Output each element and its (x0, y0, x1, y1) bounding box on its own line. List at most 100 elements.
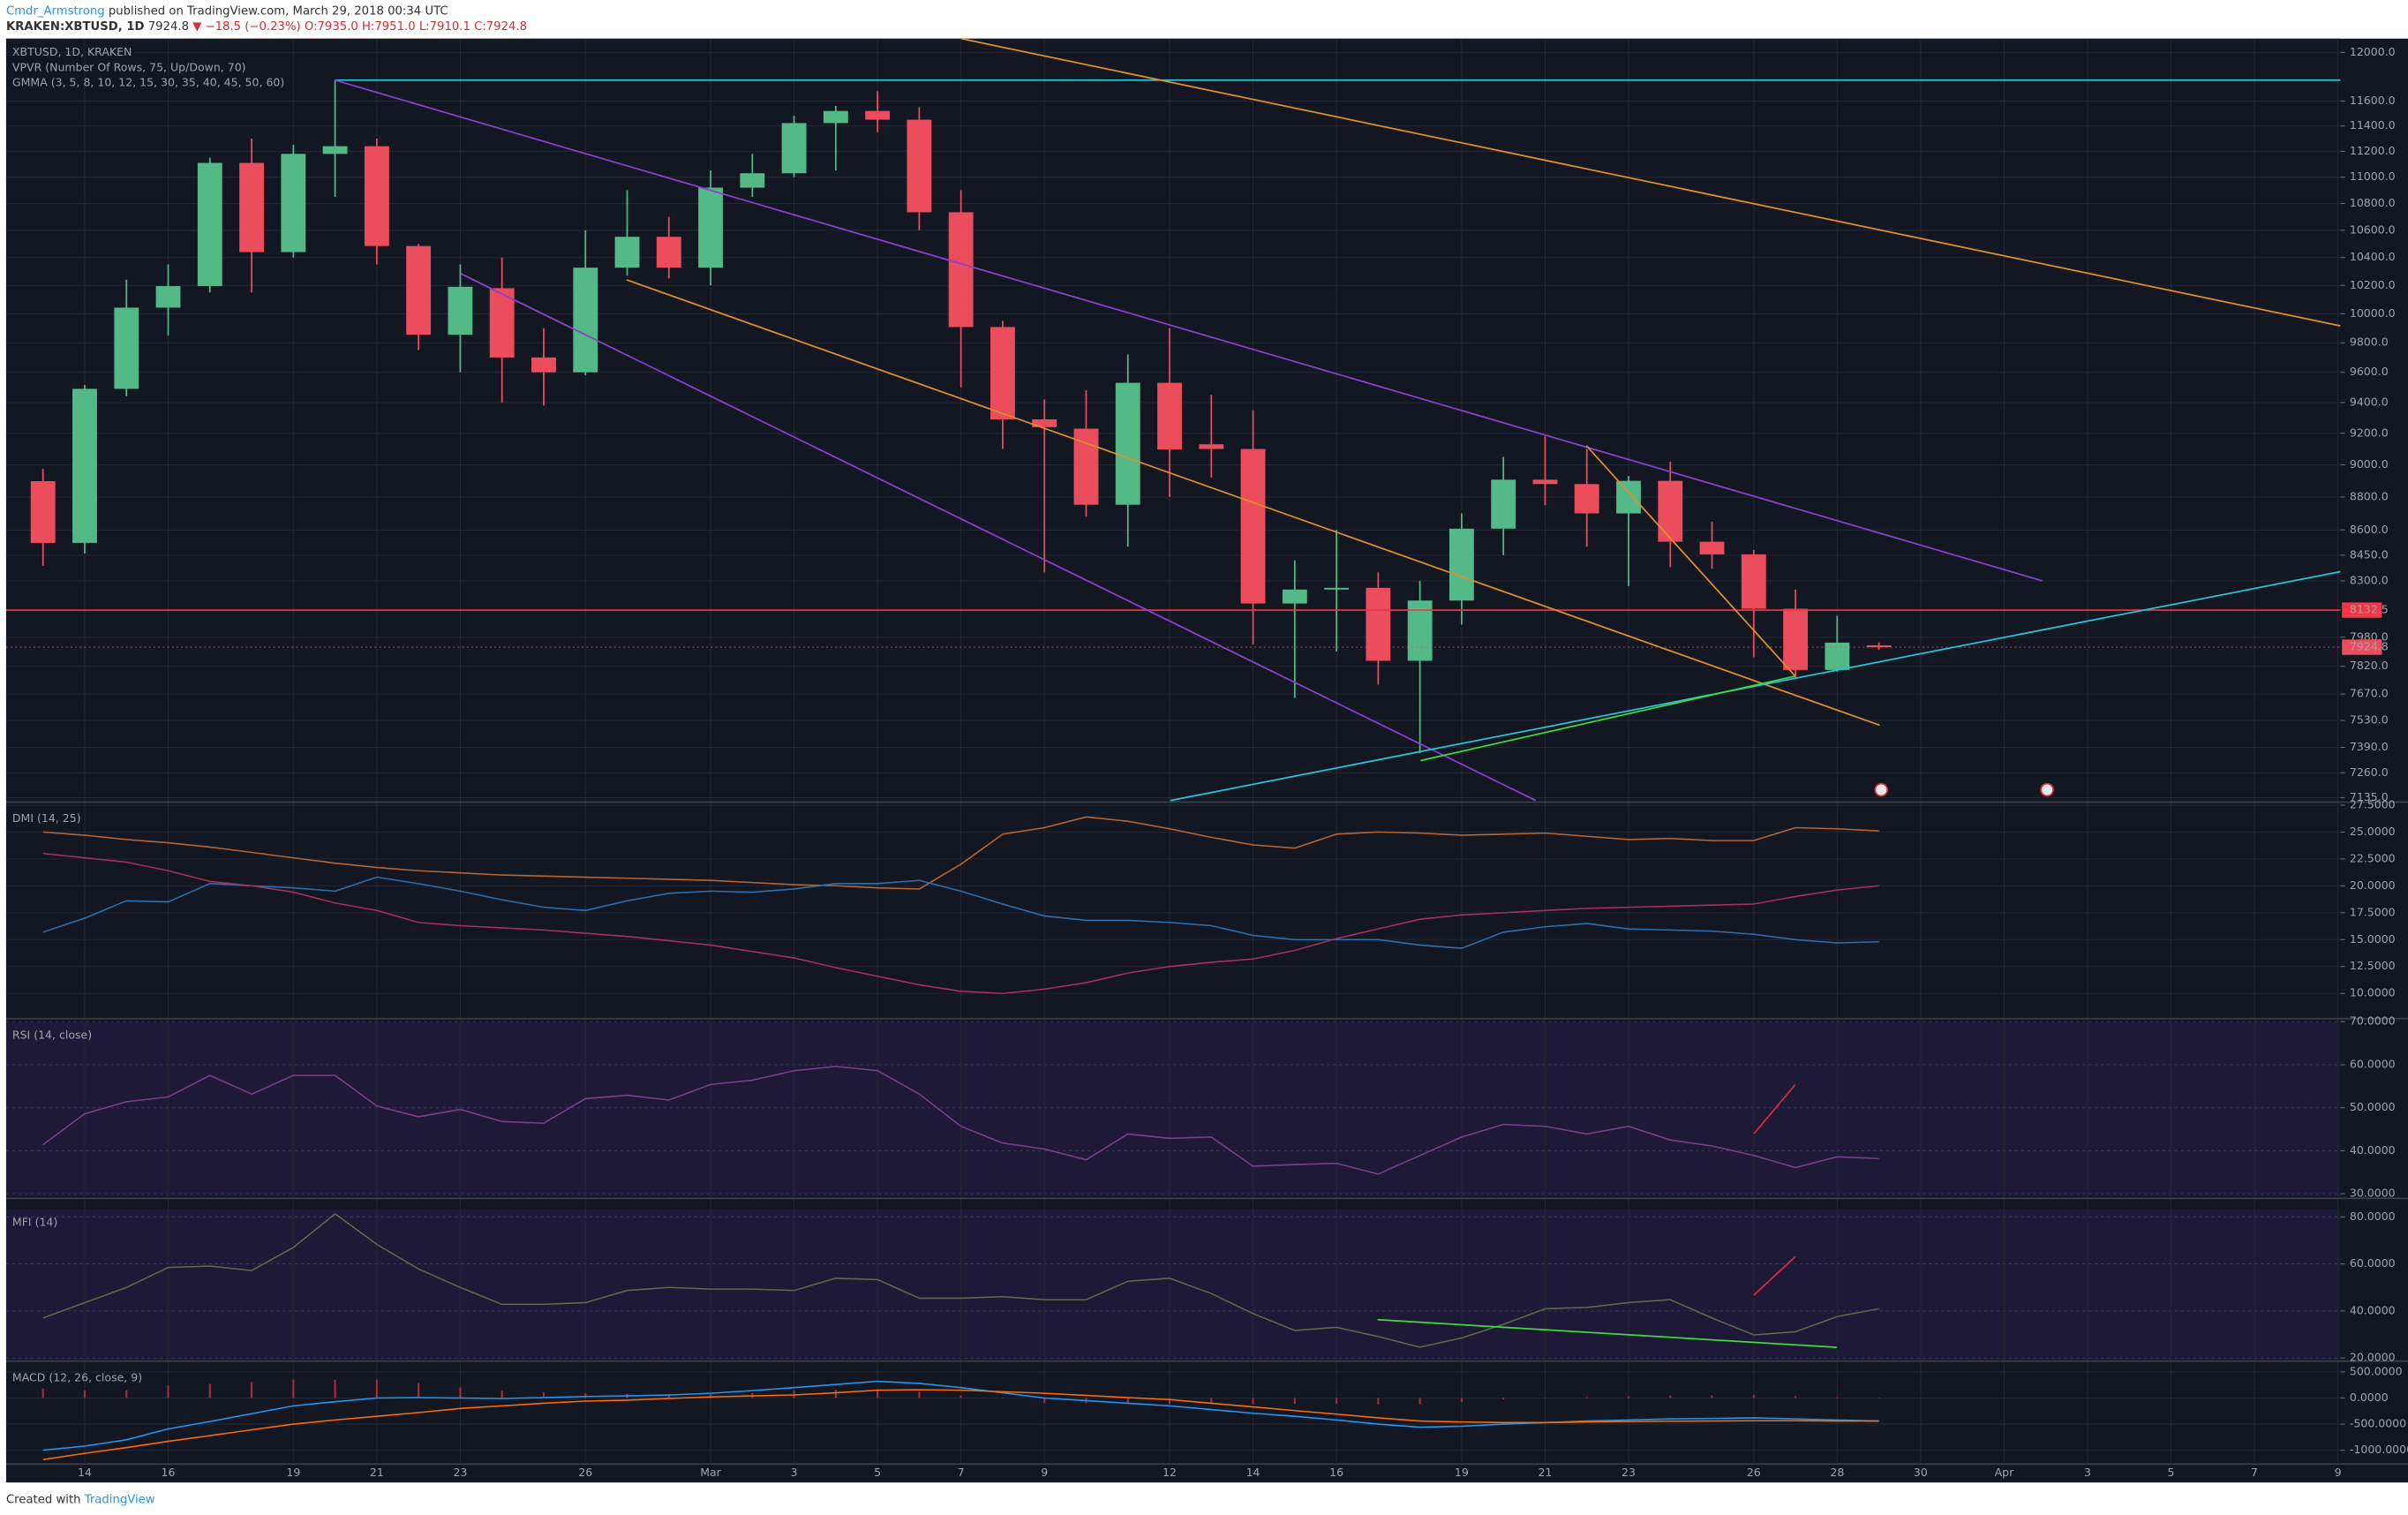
candle-body (155, 286, 181, 308)
y-tick-label: 9800.0 (2350, 335, 2389, 349)
candle-body (1866, 644, 1892, 648)
y-tick-label: 11000.0 (2350, 170, 2396, 183)
pane-background (5, 1209, 2341, 1360)
histogram-bar (1502, 1398, 1505, 1400)
histogram-bar (334, 1379, 336, 1398)
change: ▼ −18.5 (−0.23%) (192, 20, 300, 34)
x-tick-label: 16 (162, 1466, 176, 1479)
y-tick-label: 10400.0 (2350, 250, 2396, 263)
histogram-bar (959, 1395, 962, 1398)
candle-body (1616, 480, 1641, 514)
y-tick-label: 11200.0 (2350, 144, 2396, 157)
histogram-bar (83, 1391, 87, 1398)
candle-body (364, 146, 389, 246)
y-tick-label: 70.0000 (2350, 1014, 2396, 1028)
x-tick-label: 28 (1830, 1466, 1844, 1479)
x-tick-label: 7 (958, 1466, 965, 1479)
y-tick-label: 8800.0 (2350, 489, 2389, 502)
y-tick-label: 12000.0 (2350, 45, 2396, 58)
candle-body (1240, 448, 1266, 604)
y-tick-label: 10800.0 (2350, 196, 2396, 209)
event-icon[interactable] (2040, 782, 2054, 797)
indicator-line (42, 876, 1879, 949)
pane-background (5, 1364, 2341, 1463)
x-tick-label: 26 (1747, 1466, 1761, 1479)
y-tick-label: 40.0000 (2350, 1303, 2396, 1316)
y-tick-label: 7390.0 (2350, 740, 2389, 753)
y-tick-label: 7260.0 (2350, 765, 2389, 779)
header-quote: KRAKEN:XBTUSD, 1D 7924.8 ▼ −18.5 (−0.23%… (6, 20, 527, 34)
candle-body (823, 110, 848, 124)
author[interactable]: Cmdr_Armstrong (6, 4, 105, 18)
y-tick-label: 8450.0 (2350, 547, 2389, 561)
y-tick-label: 22.5000 (2350, 851, 2396, 864)
histogram-bar (1418, 1398, 1421, 1405)
candle-body (1032, 418, 1057, 427)
y-tick-label: 20.0000 (2350, 1351, 2396, 1364)
candle-body (1073, 428, 1099, 505)
price-tag (2342, 639, 2382, 655)
x-tick-label: 21 (1538, 1466, 1552, 1479)
histogram-bar (1043, 1398, 1046, 1403)
pane-legend: MACD (12, 26, close, 9) (12, 1370, 142, 1383)
candle-body (30, 480, 56, 543)
candle-body (698, 187, 723, 268)
trend-line (460, 273, 1537, 802)
histogram-bar (1210, 1398, 1213, 1405)
x-tick-label: 9 (1041, 1466, 1048, 1479)
candle-body (1574, 484, 1599, 514)
trend-line (1753, 1084, 1796, 1134)
y-tick-label: 25.0000 (2350, 825, 2396, 838)
trend-line (1420, 675, 1796, 762)
trend-line (1170, 570, 2341, 802)
indicator-line (42, 1389, 1879, 1461)
y-tick-label: 7670.0 (2350, 687, 2389, 700)
trend-line (1377, 1318, 1837, 1348)
indicator-line (42, 1066, 1879, 1175)
histogram-bar (418, 1383, 420, 1398)
candle-body (448, 286, 473, 335)
candle-body (1366, 587, 1391, 661)
histogram-bar (918, 1391, 921, 1398)
y-tick-label: 9600.0 (2350, 365, 2389, 378)
histogram-bar (208, 1383, 211, 1398)
candle-body (1115, 382, 1140, 505)
y-tick-label: -500.0000 (2350, 1417, 2406, 1430)
x-tick-label: 9 (2335, 1466, 2342, 1479)
candle-body (1699, 541, 1725, 554)
candle-body (781, 123, 807, 174)
candle-body (406, 245, 432, 335)
brand[interactable]: TradingView (84, 1493, 155, 1506)
y-tick-label: 0.0000 (2350, 1391, 2389, 1404)
x-tick-label: 26 (578, 1466, 592, 1479)
candle-body (865, 110, 891, 120)
histogram-bar (542, 1391, 546, 1398)
histogram-bar (1585, 1397, 1588, 1398)
histogram-bar (667, 1394, 670, 1398)
x-tick-label: 16 (1329, 1466, 1343, 1479)
y-tick-label: 8600.0 (2350, 523, 2389, 536)
y-tick-label: 7820.0 (2350, 659, 2389, 672)
x-tick-label: 21 (370, 1466, 384, 1479)
pane-legend: VPVR (Number Of Rows, 75, Up/Down, 70) (12, 60, 246, 73)
x-tick-label: 3 (791, 1466, 798, 1479)
histogram-bar (41, 1388, 44, 1398)
histogram-bar (292, 1379, 295, 1398)
x-tick-label: 23 (1622, 1466, 1636, 1479)
indicator-line (42, 816, 1879, 890)
published: published on TradingView.com, March 29, … (109, 4, 448, 18)
pane-legend: XBTUSD, 1D, KRAKEN (12, 45, 132, 58)
y-tick-label: 10000.0 (2350, 306, 2396, 320)
x-tick-label: 19 (286, 1466, 300, 1479)
x-tick-label: Mar (700, 1466, 721, 1479)
histogram-bar (877, 1389, 879, 1398)
pane-legend: DMI (14, 25) (12, 811, 81, 825)
event-icon[interactable] (1874, 782, 1889, 797)
y-tick-label: 10600.0 (2350, 222, 2396, 236)
y-tick-label: 500.0000 (2350, 1364, 2403, 1377)
histogram-bar (459, 1387, 462, 1398)
y-tick-label: 12.5000 (2350, 959, 2396, 972)
y-tick-label: 8300.0 (2350, 573, 2389, 586)
histogram-bar (1795, 1396, 1797, 1398)
